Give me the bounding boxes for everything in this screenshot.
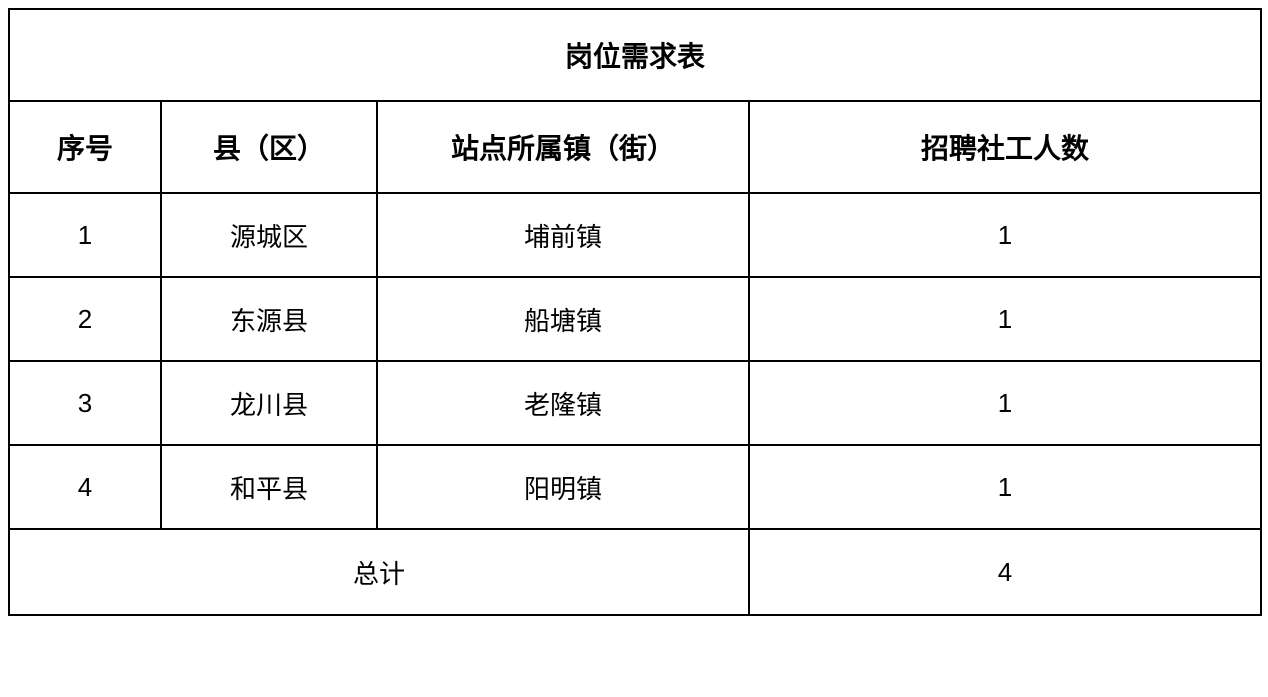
cell-index: 4	[9, 445, 161, 529]
cell-district: 龙川县	[161, 361, 377, 445]
cell-index: 1	[9, 193, 161, 277]
header-row: 序号 县（区） 站点所属镇（街） 招聘社工人数	[9, 101, 1261, 193]
total-value: 4	[749, 529, 1261, 615]
cell-town: 阳明镇	[377, 445, 749, 529]
col-header-town: 站点所属镇（街）	[377, 101, 749, 193]
cell-district: 东源县	[161, 277, 377, 361]
cell-district: 和平县	[161, 445, 377, 529]
total-label: 总计	[9, 529, 749, 615]
cell-count: 1	[749, 193, 1261, 277]
total-row: 总计 4	[9, 529, 1261, 615]
table-row: 1 源城区 埔前镇 1	[9, 193, 1261, 277]
cell-district: 源城区	[161, 193, 377, 277]
table-row: 2 东源县 船塘镇 1	[9, 277, 1261, 361]
title-row: 岗位需求表	[9, 9, 1261, 101]
cell-town: 船塘镇	[377, 277, 749, 361]
cell-count: 1	[749, 445, 1261, 529]
cell-count: 1	[749, 361, 1261, 445]
table-row: 4 和平县 阳明镇 1	[9, 445, 1261, 529]
job-demand-table: 岗位需求表 序号 县（区） 站点所属镇（街） 招聘社工人数 1 源城区 埔前镇 …	[8, 8, 1262, 616]
cell-index: 2	[9, 277, 161, 361]
table-row: 3 龙川县 老隆镇 1	[9, 361, 1261, 445]
col-header-count: 招聘社工人数	[749, 101, 1261, 193]
col-header-index: 序号	[9, 101, 161, 193]
cell-index: 3	[9, 361, 161, 445]
cell-count: 1	[749, 277, 1261, 361]
cell-town: 埔前镇	[377, 193, 749, 277]
cell-town: 老隆镇	[377, 361, 749, 445]
table-title: 岗位需求表	[9, 9, 1261, 101]
col-header-district: 县（区）	[161, 101, 377, 193]
